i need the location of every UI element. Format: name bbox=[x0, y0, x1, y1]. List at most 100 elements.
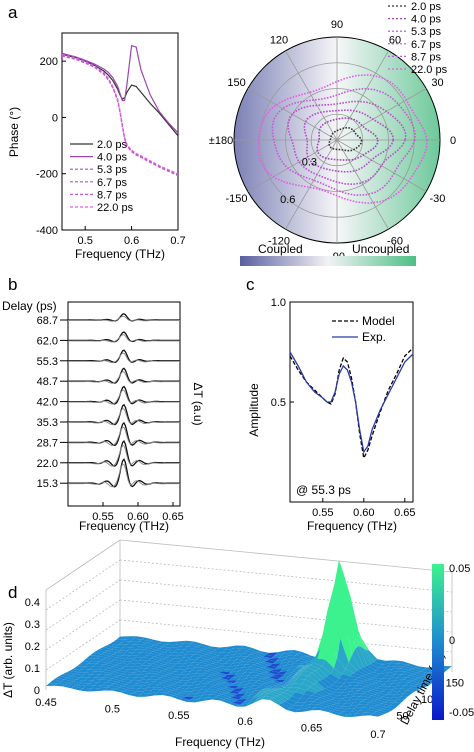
surface-patch bbox=[322, 659, 334, 674]
surface-patch bbox=[237, 689, 249, 695]
surface-patch bbox=[212, 697, 224, 701]
surface-patch bbox=[274, 650, 286, 656]
surface-patch bbox=[186, 651, 198, 655]
surface-patch bbox=[167, 685, 180, 690]
surface-patch bbox=[257, 685, 269, 688]
surface-patch bbox=[214, 678, 226, 684]
plot-a-xlabel: Frequency (THz) bbox=[75, 247, 165, 261]
surface-patch bbox=[328, 685, 341, 691]
surface-patch bbox=[353, 685, 366, 689]
surface-patch bbox=[202, 665, 215, 670]
surface-patch bbox=[101, 664, 113, 669]
surface-patch bbox=[318, 702, 330, 707]
surface-patch bbox=[375, 667, 388, 671]
surface-patch bbox=[190, 667, 203, 672]
surface-patch bbox=[205, 676, 218, 680]
surface-patch bbox=[336, 713, 349, 717]
surface-patch bbox=[238, 680, 251, 686]
surface-patch bbox=[202, 691, 214, 696]
surface-patch bbox=[254, 652, 267, 657]
surface-patch bbox=[350, 688, 362, 692]
surface-patch bbox=[267, 682, 279, 686]
surface-patch bbox=[85, 682, 98, 687]
surface-patch bbox=[233, 693, 246, 697]
surface-patch bbox=[318, 689, 331, 696]
surface-box-edge bbox=[45, 579, 121, 631]
surface-box bbox=[45, 539, 453, 690]
surface-patch bbox=[69, 681, 81, 686]
surface-patch bbox=[166, 655, 178, 659]
surface-patch bbox=[415, 666, 428, 670]
surface-patch bbox=[229, 648, 242, 653]
surface-patch bbox=[371, 682, 384, 687]
surface-patch bbox=[169, 678, 181, 683]
surface-patch bbox=[292, 655, 305, 659]
surface-patch bbox=[122, 671, 135, 676]
surface-patch bbox=[198, 680, 211, 685]
surface-patch bbox=[87, 674, 100, 678]
surface-patch bbox=[218, 683, 231, 688]
surface-patch bbox=[390, 674, 402, 679]
surface-patch bbox=[229, 661, 241, 667]
surface-patch bbox=[203, 697, 216, 701]
surface-patch bbox=[107, 673, 120, 677]
surface-patch bbox=[392, 665, 404, 670]
surface-patch bbox=[390, 688, 402, 693]
surface-patch bbox=[340, 682, 352, 687]
surface-patch bbox=[368, 672, 381, 677]
surface-patch bbox=[245, 698, 257, 707]
surface-patch bbox=[54, 683, 66, 687]
surface-patch bbox=[336, 700, 349, 704]
surface-colorbar bbox=[432, 564, 444, 720]
surface-patch bbox=[98, 654, 110, 658]
plot-b-xtick-label: 0.55 bbox=[92, 511, 113, 523]
surface-patch bbox=[391, 679, 404, 684]
surface-patch bbox=[282, 650, 295, 655]
surface-patch bbox=[275, 682, 288, 686]
surface-patch bbox=[283, 668, 296, 675]
surface-patch bbox=[136, 660, 148, 664]
plot-b-delay-label: 42.0 bbox=[37, 397, 58, 409]
surface-patch bbox=[242, 650, 255, 655]
surface-patch bbox=[285, 671, 298, 680]
surface-patch bbox=[251, 692, 264, 700]
surface-ytick-label: 50 bbox=[396, 711, 408, 723]
surface-patch bbox=[311, 707, 324, 711]
surface-patch bbox=[202, 654, 215, 659]
panel-label-a: a bbox=[8, 3, 18, 22]
plot-b-trace bbox=[68, 439, 180, 467]
surface-patch bbox=[217, 689, 229, 694]
surface-patch bbox=[395, 677, 407, 681]
surface-patch bbox=[191, 654, 203, 658]
surface-patch bbox=[343, 708, 355, 712]
surface-patch bbox=[411, 679, 424, 684]
surface-patch bbox=[366, 702, 379, 707]
surface-patch bbox=[215, 695, 228, 700]
surface-patch bbox=[235, 683, 248, 689]
colorbar-uncoupled-label: Uncoupled bbox=[352, 242, 409, 256]
surface-patch bbox=[181, 648, 193, 653]
surface-patch bbox=[365, 673, 378, 678]
surface-patch bbox=[213, 690, 226, 695]
surface-patch bbox=[243, 695, 256, 703]
surface-patch bbox=[197, 688, 209, 694]
polar-legend-label: 4.0 ps bbox=[411, 14, 441, 26]
surface-patch bbox=[293, 666, 306, 676]
surface-patch bbox=[227, 685, 239, 689]
surface-patch bbox=[162, 657, 175, 661]
surface-patch bbox=[99, 659, 112, 663]
surface-xtick-label: 0.7 bbox=[370, 729, 385, 741]
surface-patch bbox=[227, 670, 240, 675]
surface-patch bbox=[313, 682, 326, 690]
surface-patch bbox=[328, 710, 340, 715]
surface-patch bbox=[133, 649, 145, 653]
surface-patch bbox=[87, 660, 100, 664]
polar-angle-label: 90 bbox=[331, 19, 343, 31]
surface-patch bbox=[217, 652, 230, 656]
surface-patch bbox=[328, 699, 341, 704]
surface-patch bbox=[211, 657, 223, 661]
surface-patch bbox=[209, 663, 221, 668]
surface-patch bbox=[338, 560, 351, 598]
surface-patch bbox=[288, 674, 301, 684]
surface-patch bbox=[119, 661, 132, 665]
